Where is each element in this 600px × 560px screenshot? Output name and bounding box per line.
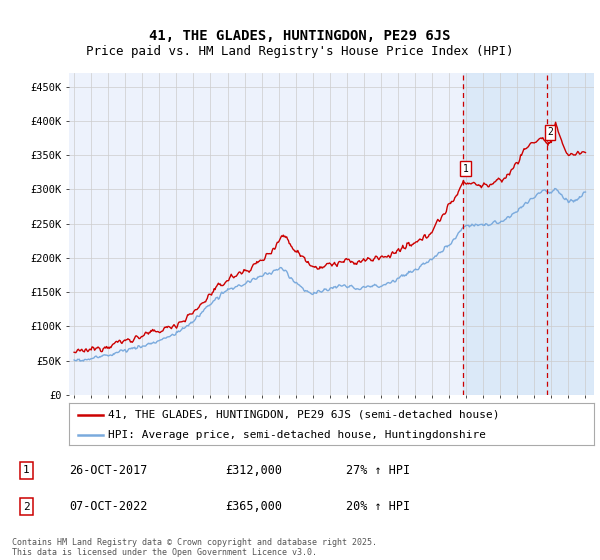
Text: 1: 1 <box>463 164 469 174</box>
Text: Price paid vs. HM Land Registry's House Price Index (HPI): Price paid vs. HM Land Registry's House … <box>86 45 514 58</box>
Text: HPI: Average price, semi-detached house, Huntingdonshire: HPI: Average price, semi-detached house,… <box>109 430 487 440</box>
Text: 20% ↑ HPI: 20% ↑ HPI <box>346 500 410 513</box>
Text: 27% ↑ HPI: 27% ↑ HPI <box>346 464 410 477</box>
Text: 2: 2 <box>23 502 30 511</box>
Text: 2: 2 <box>547 128 553 137</box>
Text: 26-OCT-2017: 26-OCT-2017 <box>70 464 148 477</box>
Text: £312,000: £312,000 <box>225 464 282 477</box>
Text: Contains HM Land Registry data © Crown copyright and database right 2025.
This d: Contains HM Land Registry data © Crown c… <box>12 538 377 557</box>
Bar <box>547 73 594 395</box>
Bar <box>463 73 547 395</box>
Text: £365,000: £365,000 <box>225 500 282 513</box>
Text: 07-OCT-2022: 07-OCT-2022 <box>70 500 148 513</box>
Text: 41, THE GLADES, HUNTINGDON, PE29 6JS (semi-detached house): 41, THE GLADES, HUNTINGDON, PE29 6JS (se… <box>109 409 500 419</box>
Text: 1: 1 <box>23 465 30 475</box>
Text: 41, THE GLADES, HUNTINGDON, PE29 6JS: 41, THE GLADES, HUNTINGDON, PE29 6JS <box>149 29 451 44</box>
